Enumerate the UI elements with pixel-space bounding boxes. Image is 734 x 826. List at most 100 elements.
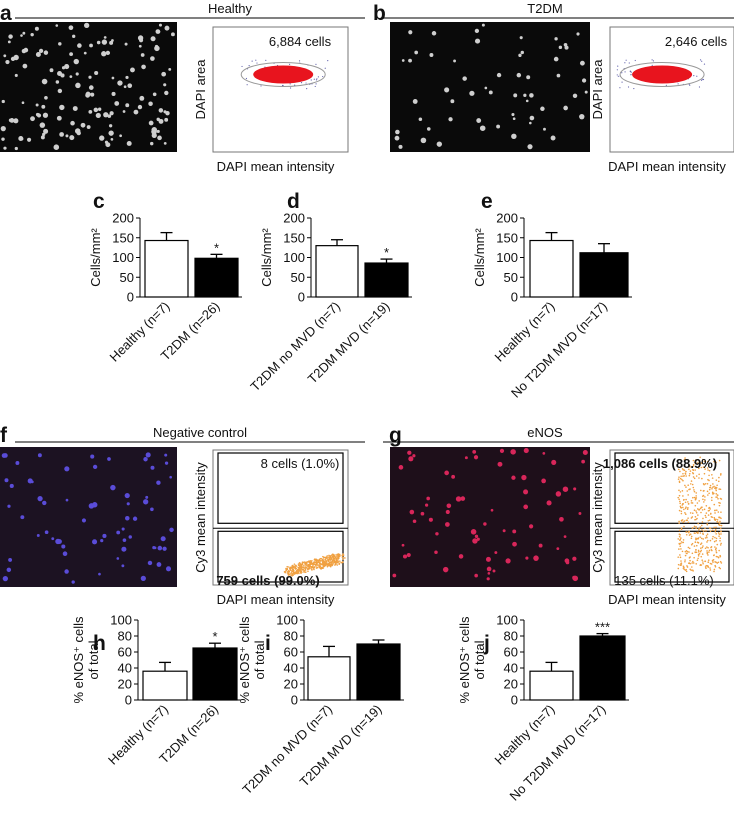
- scatter-point: [695, 497, 698, 499]
- scatter-point: [711, 549, 713, 552]
- scatter-point: [693, 461, 696, 464]
- cell-nucleus: [88, 85, 94, 90]
- y-tick-label: 100: [276, 613, 298, 628]
- cell-nucleus: [126, 502, 130, 506]
- scatter-point: [678, 522, 680, 524]
- cell-nucleus: [30, 116, 35, 122]
- scatter-point: [720, 533, 722, 535]
- scatter-point: [702, 483, 705, 485]
- scatter-point: [319, 567, 322, 570]
- significance-mark: *: [214, 240, 219, 255]
- scatter-point: [619, 87, 621, 89]
- cell-nucleus: [158, 108, 164, 113]
- scatter-point: [322, 565, 325, 568]
- cell-nucleus: [1, 137, 5, 141]
- scatter-point: [326, 565, 329, 568]
- cell-nucleus: [546, 500, 552, 506]
- cell-nucleus: [55, 24, 59, 27]
- scatter-point: [691, 569, 694, 571]
- scatter-point: [690, 499, 693, 502]
- cell-nucleus: [474, 38, 481, 44]
- cell-nucleus: [125, 75, 129, 80]
- scatter-point: [286, 567, 289, 570]
- scatter-point: [707, 561, 710, 563]
- cell-nucleus: [165, 566, 172, 572]
- scatter-point: [701, 509, 704, 511]
- cell-nucleus: [169, 475, 172, 479]
- cell-nucleus: [125, 515, 130, 521]
- panel-letter: d: [287, 190, 300, 213]
- scatter-point: [678, 481, 681, 484]
- scatter-point: [683, 525, 685, 528]
- scatter-point: [689, 84, 691, 86]
- y-tick-label: 20: [284, 677, 298, 692]
- scatter-point: [702, 78, 705, 81]
- scatter-point: [715, 537, 718, 540]
- scatter-point: [709, 513, 712, 515]
- scatter-point: [303, 564, 305, 567]
- cell-nucleus: [553, 56, 559, 62]
- cell-nucleus: [75, 82, 81, 89]
- scatter-point: [697, 551, 700, 553]
- cell-nucleus: [117, 80, 123, 86]
- scatter-point: [324, 67, 326, 69]
- cell-nucleus: [148, 120, 154, 126]
- scatter-point: [241, 65, 243, 68]
- scatter-point: [709, 508, 712, 510]
- scatter-point: [715, 555, 718, 558]
- scatter-point: [695, 537, 697, 539]
- cell-nucleus: [435, 532, 439, 536]
- cell-nucleus: [511, 133, 517, 140]
- scatter-point: [339, 560, 341, 562]
- scatter-point: [706, 533, 709, 535]
- scatter-point: [315, 79, 318, 81]
- scatter-point: [689, 488, 691, 490]
- cell-nucleus: [49, 68, 54, 73]
- cell-nucleus: [59, 104, 65, 111]
- scatter-point: [679, 539, 681, 542]
- cell-nucleus: [462, 76, 467, 81]
- y-tick-label: 100: [496, 613, 518, 628]
- cell-nucleus: [485, 556, 491, 562]
- scatter-point: [706, 541, 708, 543]
- scatter-point: [690, 537, 693, 540]
- cell-nucleus: [579, 60, 585, 66]
- cell-nucleus: [428, 517, 433, 522]
- scatter-point: [313, 558, 316, 560]
- scatter-point: [682, 541, 685, 544]
- scatter-point: [687, 494, 689, 496]
- cell-nucleus: [420, 511, 425, 516]
- scatter-point: [716, 494, 719, 496]
- scatter-point: [682, 506, 684, 509]
- scatter-point: [695, 510, 697, 512]
- cell-nucleus: [412, 99, 418, 104]
- scatter-point: [698, 528, 700, 531]
- scatter-point: [719, 554, 721, 557]
- cell-nucleus: [581, 78, 587, 83]
- scatter-point: [715, 461, 717, 464]
- scatter-point: [699, 536, 702, 538]
- scatter-point: [707, 509, 710, 512]
- cell-nucleus: [453, 59, 456, 63]
- scatter-point: [689, 559, 691, 562]
- scatter-point: [715, 533, 717, 535]
- cell-nucleus: [558, 45, 563, 50]
- cell-nucleus: [64, 569, 69, 574]
- scatter-point: [288, 63, 291, 65]
- cell-nucleus: [169, 527, 174, 533]
- scatter-point: [708, 551, 710, 553]
- gate: [240, 62, 326, 87]
- cell-nucleus: [37, 495, 43, 502]
- scatter-point: [704, 537, 707, 539]
- significance-mark: *: [212, 629, 217, 644]
- y-axis-label: Cells/mm²: [88, 228, 103, 287]
- scatter-point: [709, 486, 712, 489]
- cell-nucleus: [64, 466, 70, 472]
- cell-nucleus: [472, 450, 477, 454]
- cell-nucleus: [444, 87, 450, 93]
- plot-frame: [212, 449, 349, 586]
- scatter-point: [683, 475, 685, 477]
- cell-nucleus: [434, 550, 438, 555]
- gate-count: 8 cells (1.0%): [261, 456, 340, 471]
- scatter-point: [248, 64, 250, 67]
